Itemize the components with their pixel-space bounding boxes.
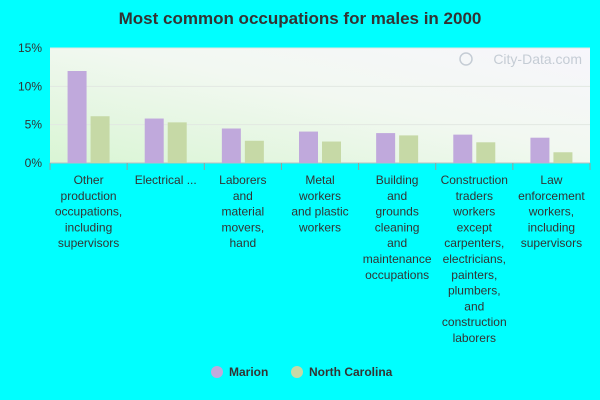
bar-marion: [453, 134, 473, 163]
bar-marion: [299, 131, 318, 163]
bar-north-carolina: [90, 116, 110, 163]
bar-marion: [530, 137, 550, 163]
x-tick-label-line: workers,: [528, 205, 574, 219]
x-tick-label-line: carpenters,: [444, 236, 504, 250]
x-tick-label-line: electricians,: [443, 252, 506, 266]
plot-area: [50, 48, 590, 163]
x-tick-label-line: movers,: [222, 220, 265, 234]
legend-label: North Carolina: [309, 365, 393, 379]
x-tick-label: Electrical ...: [135, 173, 197, 187]
x-tick-label-line: laborers: [453, 331, 496, 345]
watermark-text: City-Data.com: [493, 51, 582, 67]
x-tick-label-line: enforcement: [518, 189, 585, 203]
x-tick-label-line: Laborers: [219, 173, 266, 187]
x-tick-label-line: maintenance: [363, 252, 432, 266]
legend-swatch: [291, 366, 303, 378]
x-tick-label-line: occupations: [365, 268, 429, 282]
legend-swatch: [211, 366, 223, 378]
x-axis-labels: Other production occupations, including supe…: [55, 173, 586, 345]
bar-north-carolina: [476, 142, 496, 163]
chart-title: Most common occupations for males in 200…: [119, 9, 482, 28]
x-tick-label-line: supervisors: [58, 236, 119, 250]
x-tick-label-line: including: [65, 220, 112, 234]
x-tick-label-line: painters,: [451, 268, 497, 282]
x-tick-label-line: workers: [452, 205, 495, 219]
y-tick-label: 5%: [25, 118, 43, 132]
bar-north-carolina: [167, 122, 187, 163]
x-tick-label-line: plumbers,: [448, 284, 501, 298]
x-tick-label: Other production occupations, including supe…: [55, 173, 122, 250]
x-tick-label-line: Construction: [441, 173, 508, 187]
x-tick-label-line: workers: [298, 189, 341, 203]
x-tick-label-line: production: [61, 189, 117, 203]
bar-marion: [67, 71, 87, 163]
x-tick-label-line: occupations,: [55, 205, 122, 219]
x-tick-label-line: traders: [456, 189, 493, 203]
x-tick-label-line: and plastic: [291, 205, 348, 219]
x-tick-label-line: construction: [442, 315, 507, 329]
bars: [67, 71, 573, 163]
bar-north-carolina: [244, 140, 264, 163]
x-tick-label-line: and: [233, 189, 253, 203]
bar-north-carolina: [399, 135, 419, 163]
x-tick-label-line: including: [528, 220, 575, 234]
watermark: City-Data.com: [459, 51, 582, 67]
gridlines: [49, 47, 591, 170]
x-tick-label-line: cleaning: [375, 220, 420, 234]
x-tick-label-line: Other: [74, 173, 104, 187]
legend: Marion North Carolina: [211, 365, 393, 379]
x-tick-label: Metal workers and plastic workers: [291, 173, 348, 234]
bar-marion: [221, 128, 241, 163]
x-tick-label: Building and grounds cleaning and maintenance…: [363, 173, 432, 282]
x-tick-label: Laborers and material movers, hand: [219, 173, 266, 250]
bar-north-carolina: [553, 152, 573, 163]
x-tick-label-line: and: [464, 299, 484, 313]
x-tick-label-line: and: [387, 236, 407, 250]
x-tick-label: Construction traders workers except carpente…: [441, 173, 508, 345]
x-tick-label-line: hand: [230, 236, 257, 250]
x-tick-label-line: workers: [298, 220, 341, 234]
x-tick-label-line: and: [387, 189, 407, 203]
legend-label: Marion: [229, 365, 268, 379]
x-tick-label-line: supervisors: [521, 236, 582, 250]
x-tick-label-line: Electrical ...: [135, 173, 197, 187]
x-tick-label-line: material: [222, 205, 265, 219]
bar-marion: [376, 133, 396, 163]
y-tick-label: 15%: [18, 41, 42, 55]
x-tick-label-line: Law: [540, 173, 562, 187]
x-tick-label-line: except: [457, 220, 493, 234]
watermark-globe-icon: [459, 52, 473, 66]
bar-north-carolina: [322, 141, 341, 163]
x-tick-label-line: grounds: [375, 205, 418, 219]
x-tick-label-line: Metal: [305, 173, 334, 187]
x-tick-label-line: Building: [376, 173, 419, 187]
bar-marion: [144, 118, 164, 163]
y-axis: 0% 5% 10% 15%: [18, 41, 42, 170]
y-tick-label: 0%: [25, 156, 43, 170]
y-tick-label: 10%: [18, 79, 42, 93]
x-tick-label: Law enforcement workers, including superviso…: [518, 173, 585, 250]
